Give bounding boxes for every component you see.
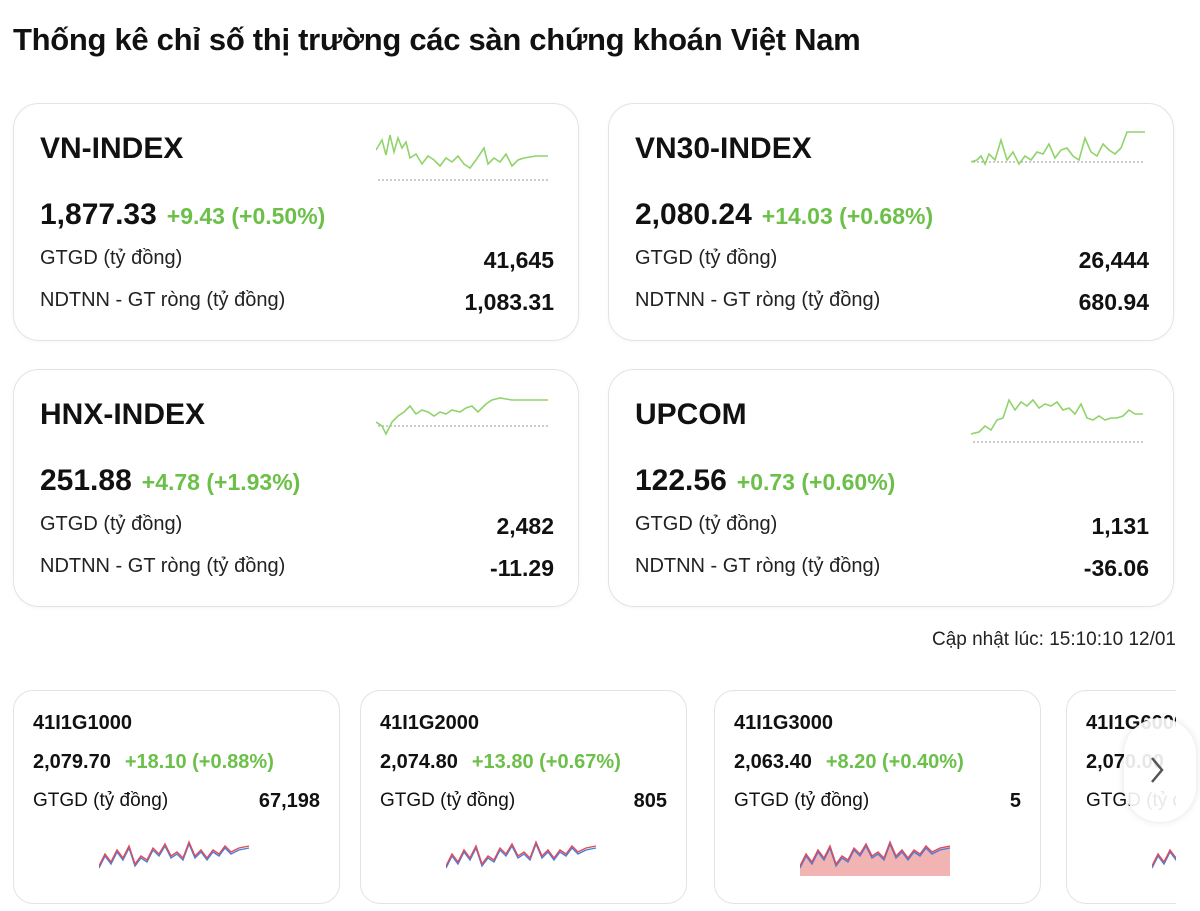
index-name: VN30-INDEX bbox=[635, 132, 812, 165]
index-name: UPCOM bbox=[635, 398, 747, 431]
gtgd-value: 41,645 bbox=[483, 247, 554, 273]
futures-card: 41I1G1000 2,079.70 +18.10 (+0.88%) GTGD (tỷ… bbox=[13, 690, 340, 904]
index-name: VN-INDEX bbox=[40, 132, 184, 165]
net-value: 1,083.31 bbox=[464, 289, 554, 315]
net-label: NDTNN - GT ròng (tỷ đồng) bbox=[635, 289, 881, 311]
futures-card: 41I1G2000 2,074.80 +13.80 (+0.67%) GTGD (tỷ… bbox=[360, 690, 687, 904]
gtgd-value: 5 bbox=[1009, 790, 1021, 812]
sparkline bbox=[446, 840, 597, 869]
gtgd-label: GTGD (tỷ đồng) bbox=[40, 247, 183, 269]
price-line bbox=[971, 398, 1143, 435]
sparkline bbox=[99, 840, 250, 869]
net-label: NDTNN - GT ròng (tỷ đồng) bbox=[635, 555, 881, 577]
sparkline bbox=[971, 131, 1145, 166]
sparkline bbox=[376, 397, 548, 436]
update-time: Cập nhật lúc: 15:10:10 12/01 bbox=[931, 629, 1176, 650]
index-price: 2,080.24 +14.03 (+0.68%) bbox=[635, 198, 934, 231]
futures-name: 41I1G2000 bbox=[380, 712, 479, 734]
futures-change: +8.20 (+0.40%) bbox=[825, 751, 964, 773]
gtgd-label: GTGD (tỷ đồng) bbox=[635, 247, 778, 269]
reference-line bbox=[446, 842, 597, 869]
price-line bbox=[1152, 848, 1176, 867]
price-line bbox=[971, 131, 1145, 166]
gtgd-value: 805 bbox=[633, 790, 667, 812]
futures-name: 41I1G1000 bbox=[33, 712, 132, 734]
gtgd-label: GTGD (tỷ đồng) bbox=[734, 790, 870, 811]
sparkline bbox=[1152, 848, 1176, 869]
next-icon bbox=[1151, 757, 1164, 783]
net-value: -36.06 bbox=[1083, 555, 1149, 581]
net-value: -11.29 bbox=[490, 555, 554, 581]
price-line bbox=[376, 134, 548, 170]
reference-line bbox=[800, 842, 951, 869]
gtgd-label: GTGD (tỷ đồng) bbox=[380, 790, 516, 811]
gtgd-label: GTGD (tỷ đồng) bbox=[635, 513, 778, 535]
price-line bbox=[446, 840, 597, 867]
price-line bbox=[800, 840, 951, 867]
gtgd-value: 2,482 bbox=[496, 513, 554, 539]
index-card: HNX-INDEX 251.88 +4.78 (+1.93%) GTGD (tỷ đồ… bbox=[13, 369, 579, 607]
gtgd-label: GTGD (tỷ đồng) bbox=[33, 790, 169, 811]
gtgd-value: 1,131 bbox=[1091, 513, 1149, 539]
futures-strip: 41I1G1000 2,079.70 +18.10 (+0.88%) GTGD (tỷ… bbox=[13, 690, 1176, 911]
price-line bbox=[376, 397, 548, 436]
index-change: +4.78 (+1.93%) bbox=[141, 469, 301, 495]
futures-price: 2,063.40 +8.20 (+0.40%) bbox=[734, 751, 964, 773]
sparkline bbox=[800, 840, 951, 876]
futures-price: 2,074.80 +13.80 (+0.67%) bbox=[380, 751, 621, 773]
index-change: +14.03 (+0.68%) bbox=[761, 203, 934, 229]
page-title: Thống kê chỉ số thị trường các sàn chứng… bbox=[13, 22, 861, 57]
futures-name: 41I1G3000 bbox=[734, 712, 833, 734]
index-price: 1,877.33 +9.43 (+0.50%) bbox=[40, 198, 326, 231]
index-card: VN-INDEX 1,877.33 +9.43 (+0.50%) GTGD (tỷ đ… bbox=[13, 103, 579, 341]
reference-line bbox=[99, 842, 250, 869]
sparkline bbox=[376, 134, 548, 181]
index-change: +0.73 (+0.60%) bbox=[736, 469, 896, 495]
net-value: 680.94 bbox=[1078, 289, 1149, 315]
futures-card: 41I1G3000 2,063.40 +8.20 (+0.40%) GTGD (tỷ … bbox=[714, 690, 1041, 904]
index-name: HNX-INDEX bbox=[40, 398, 206, 431]
index-card: UPCOM 122.56 +0.73 (+0.60%) GTGD (tỷ đồng) 1… bbox=[608, 369, 1174, 607]
net-label: NDTNN - GT ròng (tỷ đồng) bbox=[40, 289, 286, 311]
futures-change: +13.80 (+0.67%) bbox=[471, 751, 621, 773]
price-line bbox=[99, 840, 250, 867]
index-card: VN30-INDEX 2,080.24 +14.03 (+0.68%) GTGD (t… bbox=[608, 103, 1174, 341]
index-price: 251.88 +4.78 (+1.93%) bbox=[40, 464, 301, 497]
gtgd-value: 26,444 bbox=[1078, 247, 1149, 273]
futures-price: 2,079.70 +18.10 (+0.88%) bbox=[33, 751, 274, 773]
reference-line bbox=[1152, 850, 1176, 869]
next-button[interactable] bbox=[1124, 718, 1196, 822]
sparkline bbox=[971, 398, 1143, 443]
futures-change: +18.10 (+0.88%) bbox=[124, 751, 274, 773]
gtgd-value: 67,198 bbox=[258, 790, 320, 812]
net-label: NDTNN - GT ròng (tỷ đồng) bbox=[40, 555, 286, 577]
gtgd-label: GTGD (tỷ đồng) bbox=[40, 513, 183, 535]
index-change: +9.43 (+0.50%) bbox=[166, 203, 326, 229]
index-price: 122.56 +0.73 (+0.60%) bbox=[635, 464, 896, 497]
price-area bbox=[800, 842, 950, 876]
